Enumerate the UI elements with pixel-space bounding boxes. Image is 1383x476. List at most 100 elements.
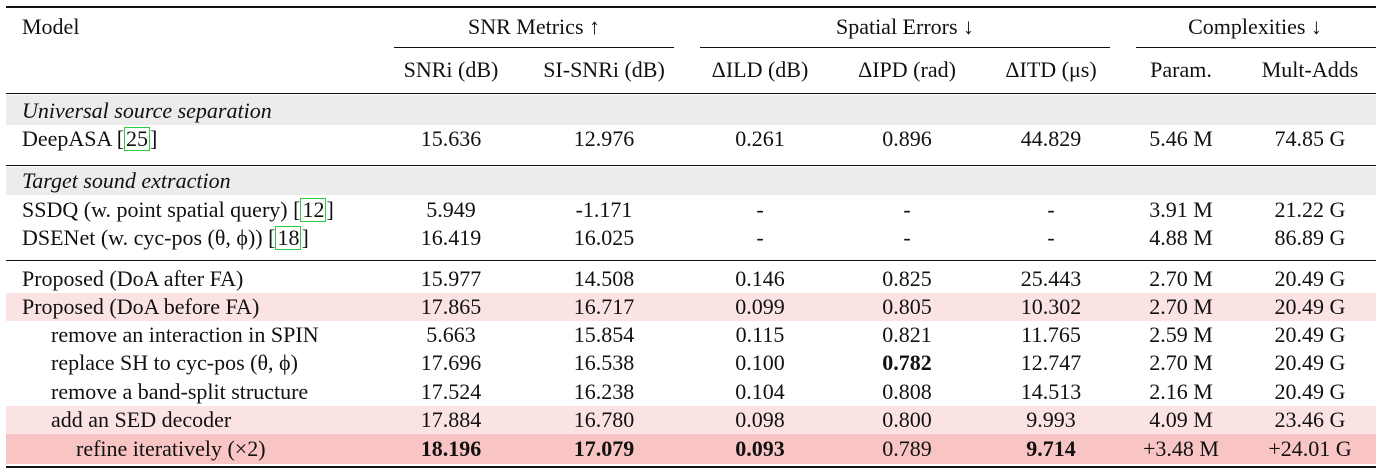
section-band-universal [6,95,1376,125]
cell-snri: 17.524 [420,379,482,404]
cell-ipd: 0.805 [882,294,932,319]
cell-itd: - [1047,197,1055,222]
cell-param: 2.59 M [1149,322,1213,347]
row-label: DeepASA [25] [22,126,158,151]
highlight-row-doa-before-fa [6,293,1376,321]
row-label: refine iteratively (×2) [76,436,266,461]
group-header-snr: SNR Metrics ↑ [468,14,600,39]
cell-si-snri: 16.538 [573,350,635,375]
col-header-param: Param. [1150,57,1212,82]
section-rule-2 [6,260,1376,261]
section-label-target: Target sound extraction [22,168,231,193]
section-band-target [6,167,1376,195]
cell-ild: 0.261 [735,126,785,151]
cell-snri: 17.696 [420,350,482,375]
col-header-itd: ΔITD (μs) [1005,57,1097,82]
cell-itd: 14.513 [1020,379,1082,404]
highlight-row-sed-decoder [6,406,1376,434]
group-header-spatial: Spatial Errors ↓ [835,14,975,39]
cell-ild: - [756,197,764,222]
citation-link[interactable]: 25 [124,126,151,151]
cell-mult-adds: +24.01 G [1268,436,1352,461]
snr-group-rule [394,47,674,48]
cell-si-snri: 16.025 [573,225,635,250]
cell-ipd: - [903,225,911,250]
col-header-snri: SNRi (dB) [403,57,499,82]
cell-si-snri-best: 17.079 [573,436,635,461]
cell-mult-adds: 20.49 G [1274,350,1346,375]
cell-ild: 0.098 [735,407,785,432]
col-header-ipd: ΔIPD (rad) [858,57,956,82]
cell-ild-best: 0.093 [735,436,785,461]
cell-ipd: 0.789 [882,436,932,461]
cell-ild: - [756,225,764,250]
citation-link[interactable]: 18 [275,225,302,250]
header-rule [6,93,1376,94]
cell-si-snri: 15.854 [573,322,635,347]
cell-itd: 44.829 [1020,126,1082,151]
cell-mult-adds: 23.46 G [1274,407,1346,432]
cell-ipd: - [903,197,911,222]
cell-itd: 11.765 [1021,322,1081,347]
cell-si-snri: 14.508 [573,266,635,291]
cell-mult-adds: 20.49 G [1274,379,1346,404]
cell-snri: 16.419 [420,225,482,250]
cell-si-snri: 12.976 [573,126,635,151]
cell-itd-best: 9.714 [1026,436,1076,461]
cell-mult-adds: 21.22 G [1274,197,1346,222]
spatial-group-rule [700,47,1110,48]
cell-ild: 0.100 [735,350,785,375]
citation-link[interactable]: 12 [300,197,327,222]
cell-snri: 15.977 [420,266,482,291]
cell-itd: 10.302 [1020,294,1082,319]
cell-ipd: 0.825 [882,266,932,291]
cell-itd: 25.443 [1020,266,1082,291]
cell-itd: 9.993 [1026,407,1076,432]
cell-param: 5.46 M [1149,126,1213,151]
cell-mult-adds: 86.89 G [1274,225,1346,250]
row-label: Proposed (DoA after FA) [22,266,244,291]
section-label-universal: Universal source separation [22,98,272,123]
cell-mult-adds: 20.49 G [1274,294,1346,319]
cell-mult-adds: 20.49 G [1274,322,1346,347]
cell-snri: 5.949 [426,197,476,222]
cell-itd: - [1047,225,1055,250]
row-label: add an SED decoder [51,407,232,432]
cell-si-snri: 16.780 [573,407,635,432]
cell-ipd: 0.800 [882,407,932,432]
cell-param: 4.88 M [1149,225,1213,250]
cell-si-snri: -1.171 [575,197,633,222]
cell-param: +3.48 M [1143,436,1219,461]
cell-param: 2.70 M [1149,266,1213,291]
bottom-rule [6,466,1376,468]
cell-ipd: 0.896 [882,126,932,151]
cell-param: 2.70 M [1149,350,1213,375]
top-rule [6,6,1376,8]
cell-ipd: 0.821 [882,322,932,347]
cell-ild: 0.146 [735,266,785,291]
cell-param: 2.16 M [1149,379,1213,404]
complexity-group-rule [1136,47,1376,48]
row-label: DSENet (w. cyc-pos (θ, ϕ)) [18] [22,225,309,250]
col-header-mult-adds: Mult-Adds [1261,57,1359,82]
row-label: remove a band-split structure [51,379,309,404]
col-header-si-snri: SI-SNRi (dB) [543,57,665,82]
row-label: Proposed (DoA before FA) [22,294,260,319]
model-header: Model [22,14,80,39]
cell-ild: 0.104 [735,379,785,404]
cell-si-snri: 16.238 [573,379,635,404]
row-label: replace SH to cyc-pos (θ, ϕ) [51,350,298,375]
col-header-ild: ΔILD (dB) [711,57,809,82]
section-rule-1 [6,165,1376,166]
cell-snri: 17.865 [420,294,482,319]
cell-mult-adds: 74.85 G [1274,126,1346,151]
cell-ipd: 0.808 [882,379,932,404]
cell-mult-adds: 20.49 G [1274,266,1346,291]
row-label: remove an interaction in SPIN [51,322,319,347]
row-label: SSDQ (w. point spatial query) [12] [22,197,334,222]
group-header-complexity: Complexities ↓ [1188,14,1322,39]
cell-itd: 12.747 [1020,350,1082,375]
cell-ild: 0.099 [735,294,785,319]
cell-snri: 17.884 [420,407,482,432]
cell-snri: 5.663 [426,322,476,347]
